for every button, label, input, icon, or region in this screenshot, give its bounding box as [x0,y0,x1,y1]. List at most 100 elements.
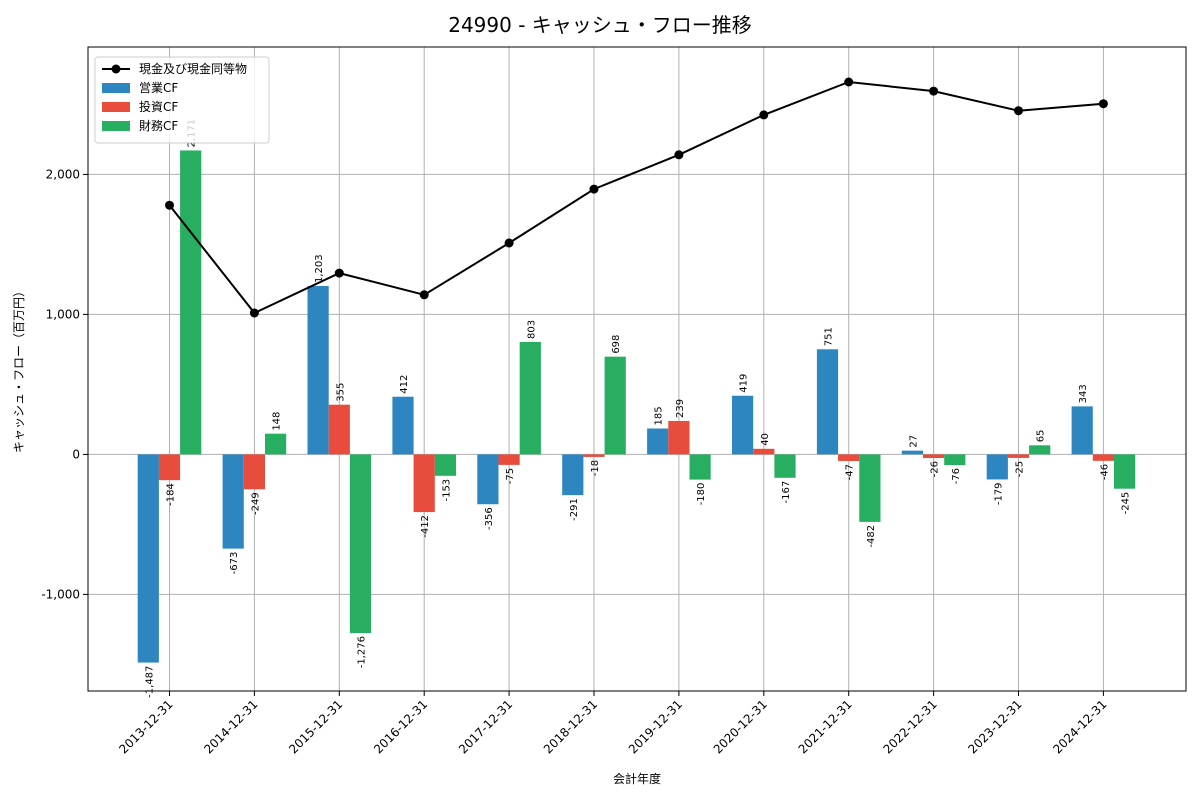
bar [689,454,711,480]
bar [137,454,159,663]
cash-line-point [589,184,599,194]
bar-value-label: 412 [399,375,410,394]
bar [1114,454,1136,489]
bar [732,395,754,455]
bar-value-label: -1,276 [357,636,368,668]
bar-value-label: 698 [611,335,622,354]
x-tick-label: 2019-12-31 [626,697,685,756]
bar-value-label: -184 [166,483,177,506]
bar [1029,445,1051,455]
bar-value-label: 751 [824,327,835,346]
x-tick-label: 2017-12-31 [456,697,515,756]
bar [668,420,690,455]
bar-value-label: -25 [1015,461,1026,477]
x-tick-label: 2018-12-31 [541,697,600,756]
grid [88,47,1186,691]
cash-line-point [504,238,514,248]
bar-value-label: 239 [675,399,686,418]
cash-line-point [419,290,429,300]
cash-line-path [168,80,1104,315]
bar-value-label: -153 [441,479,452,502]
bar [392,396,414,455]
bar-labels: -1,487 -673 1,203 412 -356 -291 185 419 751 27 -17… [144,119,1131,698]
cash-line-point [334,268,344,278]
bar [434,454,456,476]
bar-value-label: -75 [505,468,516,484]
cash-line [165,77,1108,318]
bar-value-label: -249 [250,492,261,515]
bar [498,454,520,465]
bar [1071,406,1093,455]
legend-label: 投資CF [139,99,178,114]
x-axis-label: 会計年度 [613,771,661,786]
x-tick-label: 2022-12-31 [881,697,940,756]
bar [816,349,839,455]
bar [222,454,244,549]
bar [265,433,287,455]
bar [901,450,923,455]
bar [774,454,796,478]
bar-value-label: 419 [739,374,750,393]
bar-value-label: -47 [845,464,856,480]
cash-line-point [1098,99,1108,109]
y-tick-label: 0 [72,447,80,461]
bar-value-label: -412 [420,515,431,538]
bar [944,454,966,466]
legend-label: 営業CF [139,81,178,95]
y-tick-label: 2,000 [46,167,80,181]
bar [604,356,626,455]
legend-bar-swatch [102,121,130,131]
bar [562,454,584,496]
bar [243,454,265,490]
bar [753,448,775,455]
bar [413,454,435,513]
cash-line-point [759,110,769,120]
bar [1007,454,1030,458]
bar [923,454,945,459]
bar [838,454,860,461]
bar [859,454,881,522]
legend-label: 現金及び現金同等物 [139,61,247,76]
bar-value-label: -179 [993,482,1004,505]
plot-frame [87,46,1187,692]
bar-value-label: 65 [1036,430,1047,443]
bar-value-label: -18 [590,460,601,476]
x-tick-label: 2015-12-31 [286,697,345,756]
x-tick-label: 2020-12-31 [711,697,770,756]
x-tick-label: 2016-12-31 [371,697,430,756]
bar-value-label: -482 [866,525,877,548]
bar [349,454,372,634]
bar-value-label: -26 [930,461,941,477]
legend-marker-swatch [111,64,121,74]
bar-value-label: -46 [1099,464,1110,480]
bar-value-label: 40 [760,433,771,446]
bar-value-label: -167 [781,481,792,504]
bar-value-label: 1,203 [314,254,325,283]
cash-line-point [929,86,939,96]
bar-value-label: -356 [484,507,495,530]
y-axis-label: キャッシュ・フロー（百万円） [12,285,26,453]
bar [180,150,202,455]
chart-title: 24990 - キャッシュ・フロー推移 [448,13,752,37]
bar [307,285,329,455]
cash-line-point [1014,106,1023,116]
legend-box [94,56,270,144]
bar [158,454,181,481]
y-tick-label: -1,000 [41,587,80,601]
cash-line-point [844,77,854,87]
bar [1092,454,1114,461]
x-tick-label: 2013-12-31 [116,697,175,756]
bar-value-label: -245 [1121,492,1132,515]
bar [647,428,669,455]
bar-value-label: 185 [654,406,665,425]
bar-value-label: 27 [908,435,919,448]
bar-value-label: 148 [272,412,283,431]
x-tick-label: 2023-12-31 [965,697,1024,756]
legend-bar-swatch [102,83,130,93]
bar [519,341,541,455]
bars [137,150,1136,663]
bar [477,454,499,505]
bar-value-label: 355 [335,383,346,402]
